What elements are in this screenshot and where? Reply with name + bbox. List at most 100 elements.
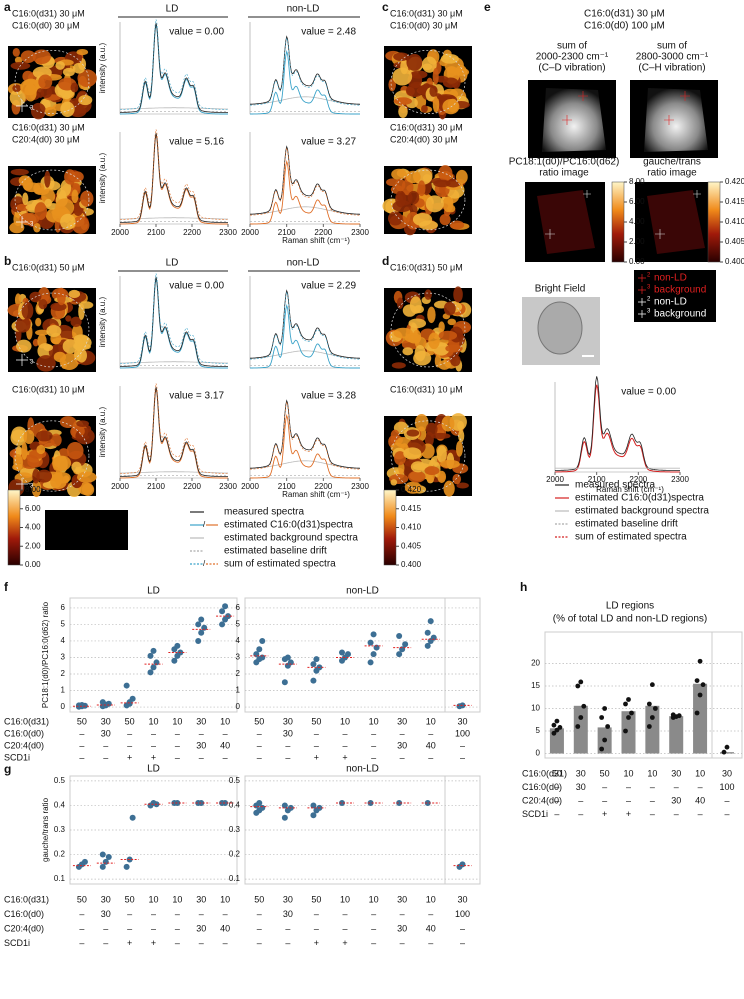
label: 2 xyxy=(647,273,651,279)
cell-region xyxy=(20,50,36,64)
label: 2 xyxy=(647,297,651,303)
condition-value: – xyxy=(650,809,655,819)
cell-region xyxy=(32,49,51,65)
cell-region xyxy=(66,442,84,460)
label: 2100 xyxy=(147,482,165,491)
label: value = 2.29 xyxy=(301,281,356,292)
cell-region xyxy=(56,287,66,306)
condition-value: + xyxy=(626,809,631,819)
cell-region xyxy=(422,56,437,73)
cell-outline xyxy=(14,420,90,492)
condition-value: – xyxy=(554,782,559,792)
cell-region xyxy=(35,329,49,336)
condition-value: – xyxy=(151,909,156,919)
y-tick-label: 5 xyxy=(61,620,66,629)
cell-region xyxy=(438,330,458,341)
dot xyxy=(198,616,205,623)
label: 2300 xyxy=(351,482,369,491)
cell-outline xyxy=(390,49,466,115)
background-spectrum xyxy=(249,96,361,105)
label: sum of estimated spectra xyxy=(224,559,336,570)
label: ratio image xyxy=(647,168,697,179)
dot xyxy=(396,651,403,658)
condition-value: – xyxy=(371,923,376,933)
label: Raman shift (cm⁻¹) xyxy=(282,490,350,499)
cell-region xyxy=(59,189,67,200)
y-tick-label: 15 xyxy=(531,681,540,690)
cell-region xyxy=(76,348,87,363)
estimated-spectrum xyxy=(120,278,228,369)
cell-region xyxy=(457,420,465,431)
plot-frame xyxy=(544,631,743,759)
label: 2.00 xyxy=(25,541,41,550)
cell-region xyxy=(78,426,85,436)
condition-value: – xyxy=(314,909,319,919)
condition-value: – xyxy=(371,752,376,762)
condition-value: 10 xyxy=(426,894,436,904)
y-tick-label: 0 xyxy=(236,702,241,711)
cell-region xyxy=(60,213,76,230)
label: 2100 xyxy=(147,228,165,237)
cell-region xyxy=(403,447,422,460)
cell-region xyxy=(13,453,23,472)
label: estimated background spectra xyxy=(224,533,358,544)
label: 2100 xyxy=(278,482,296,491)
roi-cross xyxy=(638,274,646,282)
condition-value: 50 xyxy=(311,894,321,904)
estimated-spectrum xyxy=(120,134,228,225)
estimated-spectrum xyxy=(120,388,228,479)
label: C16:0(d0) 100 μM xyxy=(584,21,665,32)
dot xyxy=(697,692,703,698)
estimated-spectrum xyxy=(120,24,228,115)
dot xyxy=(222,603,229,610)
bar xyxy=(720,752,734,754)
condition-label: C16:0(d31) xyxy=(522,768,567,778)
roi-cross xyxy=(545,190,591,239)
black-box xyxy=(45,510,128,550)
condition-value: – xyxy=(175,740,180,750)
cell-region xyxy=(78,482,93,495)
estimated-spectrum xyxy=(250,49,360,115)
condition-value: + xyxy=(342,938,347,948)
roi-cross xyxy=(655,190,701,239)
cell-outline xyxy=(390,420,466,492)
label: C20:4(d0) 30 μM xyxy=(12,134,80,144)
y-tick-label: 0.3 xyxy=(54,825,66,834)
colorbar xyxy=(7,489,21,566)
condition-value: 50 xyxy=(254,894,264,904)
condition-value: 10 xyxy=(369,716,379,726)
cell-region xyxy=(443,301,456,316)
sum-spectrum xyxy=(250,291,360,360)
label: C16:0(d31) 10 μM xyxy=(12,384,85,394)
dot xyxy=(459,861,466,868)
bar xyxy=(621,711,636,754)
condition-value: 10 xyxy=(148,716,158,726)
cell-region xyxy=(38,287,50,303)
cell-region xyxy=(14,293,22,307)
condition-value: – xyxy=(554,795,559,805)
condition-value: 50 xyxy=(600,768,610,778)
dot xyxy=(256,646,263,653)
cell-region xyxy=(442,196,454,213)
dot xyxy=(345,651,351,658)
cell-region xyxy=(36,88,45,98)
label: C16:0(d31) 50 μM xyxy=(12,262,85,272)
dot xyxy=(259,637,266,644)
condition-value: – xyxy=(257,909,262,919)
label: 2200 xyxy=(314,228,332,237)
condition-value: + xyxy=(127,752,132,762)
cell-region xyxy=(54,468,63,487)
condition-value: 30 xyxy=(196,894,206,904)
dot xyxy=(623,701,628,707)
cell-region xyxy=(394,451,406,466)
condition-value: – xyxy=(371,938,376,948)
label: non-LD xyxy=(287,4,320,15)
cell-region xyxy=(429,85,438,97)
cell-region xyxy=(439,214,451,226)
panel-label: e xyxy=(484,0,491,14)
dot xyxy=(646,701,652,707)
chart-title: LD xyxy=(147,764,160,775)
cell-region xyxy=(70,82,79,93)
dot xyxy=(150,664,157,671)
condition-label: SCD1i xyxy=(4,938,30,948)
